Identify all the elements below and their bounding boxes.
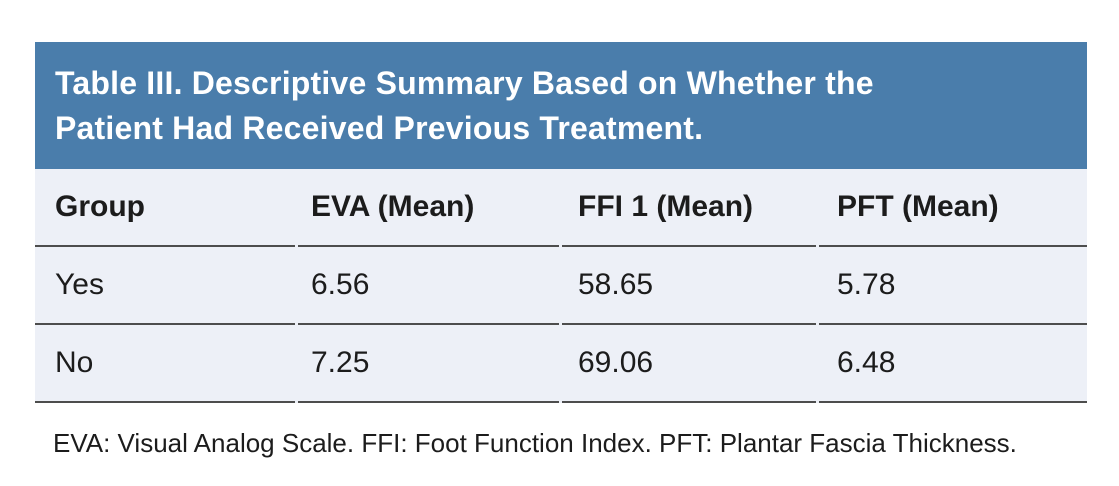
table-grid: Group EVA (Mean) FFI 1 (Mean) PFT (Mean)… xyxy=(35,169,1087,403)
column-header-pft-mean: PFT (Mean) xyxy=(819,169,1087,247)
cell-row-yes-pft: 5.78 xyxy=(819,247,1087,325)
column-header-ffi1-mean: FFI 1 (Mean) xyxy=(562,169,816,247)
table-title-line-1: Table III. Descriptive Summary Based on … xyxy=(55,65,874,101)
cell-row-no-pft: 6.48 xyxy=(819,325,1087,403)
cell-row-no-group: No xyxy=(35,325,295,403)
cell-row-yes-eva: 6.56 xyxy=(298,247,559,325)
cell-row-yes-ffi1: 58.65 xyxy=(562,247,816,325)
cell-row-no-ffi1: 69.06 xyxy=(562,325,816,403)
cell-row-no-eva: 7.25 xyxy=(298,325,559,403)
column-header-group: Group xyxy=(35,169,295,247)
table-3-card: Table III. Descriptive Summary Based on … xyxy=(35,42,1087,403)
cell-row-yes-group: Yes xyxy=(35,247,295,325)
column-header-eva-mean: EVA (Mean) xyxy=(298,169,559,247)
table-title-line-2: Patient Had Received Previous Treatment. xyxy=(55,110,704,146)
table-title: Table III. Descriptive Summary Based on … xyxy=(35,42,1087,169)
table-footnote: EVA: Visual Analog Scale. FFI: Foot Func… xyxy=(53,428,1017,458)
